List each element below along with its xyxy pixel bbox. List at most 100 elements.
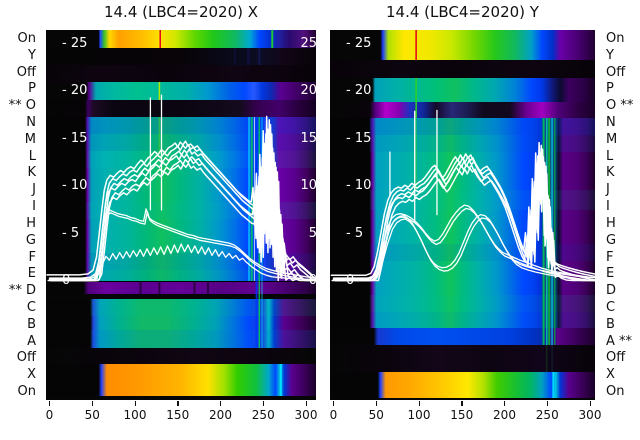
row-label-text: Y — [28, 47, 36, 63]
row-label-right-18: A ** — [606, 333, 632, 350]
y-tick-label-inside-left: - 25 — [62, 36, 88, 51]
row-label-text: E — [27, 266, 36, 282]
x-tick-label: 100 — [123, 408, 147, 422]
y-tick-label-inside-right: 15 — [300, 130, 316, 146]
x-tick-mark — [220, 401, 222, 406]
heatmap-canvas-y — [330, 30, 595, 400]
row-label-left-3: P — [28, 80, 36, 97]
y-tick-label-inside-left: - 15 — [62, 130, 88, 146]
row-label-left-18: A — [27, 333, 36, 350]
row-label-text: B — [27, 316, 36, 332]
x-tick-mark — [262, 401, 265, 406]
row-label-text: I — [32, 199, 36, 215]
row-label-right-19: Off — [606, 349, 625, 366]
row-label-left-9: J — [32, 181, 36, 198]
row-label-left-14: E — [28, 265, 36, 282]
x-tick-mark — [589, 401, 591, 406]
flag-marker: ** — [620, 98, 634, 114]
row-label-text: P — [28, 81, 36, 97]
row-label-right-3: P — [606, 80, 614, 97]
x-tick-label: 50 — [84, 408, 100, 422]
row-label-right-4: O ** — [606, 97, 633, 114]
row-label-right-14: E — [606, 265, 614, 282]
row-label-text: Off — [606, 64, 626, 80]
heatmap-panel-x: - 25 25 - 20 20 - 15 15 - 10 10 - 5 5 0 0 — [46, 30, 316, 400]
x-tick-label: 0 — [45, 408, 54, 422]
row-label-left-17: B — [27, 316, 36, 333]
row-label-left-6: M — [25, 131, 36, 148]
row-label-right-0: On — [606, 30, 624, 47]
y-tick-label-inside-left: - 5 — [346, 225, 364, 241]
row-label-text: A — [606, 333, 615, 349]
y-tick-label-inside-right: 10 — [300, 178, 316, 194]
row-label-right-7: L — [606, 148, 613, 165]
x-tick-label: 250 — [251, 408, 275, 422]
row-label-text: I — [606, 199, 610, 215]
row-label-text: H — [606, 215, 616, 231]
x-tick-label: 150 — [450, 408, 474, 422]
row-label-left-4: ** O — [9, 97, 36, 114]
heatmap-panel-y: - 25 - 20 - 15 - 10 - 5 0 — [330, 30, 595, 400]
row-label-right-12: G — [606, 232, 616, 249]
row-label-right-5: N — [606, 114, 616, 131]
y-tick-label-inside-right: 5 — [308, 225, 316, 241]
flag-marker: ** — [8, 98, 22, 114]
y-tick-label-inside-left: - 5 — [62, 225, 80, 241]
row-label-text: C — [606, 300, 616, 315]
y-tick-label-inside-left: - 15 — [346, 130, 372, 146]
y-tick-label-inside-left: - 20 — [346, 83, 372, 99]
row-label-right-21: On — [606, 383, 624, 400]
x-tick-mark — [504, 401, 506, 406]
x-tick-label: 0 — [329, 408, 338, 422]
x-tick-mark — [305, 401, 307, 406]
row-label-text: K — [27, 165, 36, 181]
flag-marker: ** — [8, 283, 22, 299]
row-label-text: Y — [606, 47, 614, 63]
x-tick-label: 200 — [209, 408, 232, 422]
row-label-right-17: B — [606, 316, 615, 333]
row-label-text: J — [32, 182, 36, 198]
row-label-left-16: C — [27, 299, 36, 316]
row-label-right-9: J — [606, 181, 610, 198]
row-label-text: P — [606, 81, 614, 97]
y-tick-label-inside-left: - 10 — [346, 178, 372, 194]
x-tick-mark — [134, 401, 136, 406]
row-label-text: L — [606, 148, 614, 164]
row-label-right-1: Y — [606, 47, 614, 64]
x-tick-mark — [546, 401, 549, 406]
x-tick-mark — [375, 401, 378, 406]
row-label-right-11: H — [606, 215, 616, 232]
row-label-text: B — [606, 316, 615, 332]
x-tick-label: 250 — [535, 408, 559, 422]
row-label-left-2: Off — [17, 64, 36, 81]
heatmap-canvas-x — [46, 30, 316, 400]
row-labels-left: On Y Off P ** O N M L K J I H G F E ** D C B A Off X On — [0, 0, 38, 440]
x-tick-label: 200 — [493, 408, 516, 422]
row-label-text: On — [606, 30, 625, 46]
row-label-text: Off — [16, 64, 36, 80]
row-label-text: A — [27, 333, 36, 349]
row-label-text: O — [606, 98, 617, 114]
y-tick-label-inside-left: - 10 — [62, 178, 88, 194]
row-label-right-20: X — [606, 366, 615, 383]
row-label-left-15: ** D — [9, 282, 36, 299]
row-label-text: C — [26, 300, 36, 315]
row-label-left-13: F — [29, 249, 36, 266]
row-label-right-16: C — [606, 299, 615, 316]
row-label-text: M — [24, 131, 36, 147]
row-label-text: X — [606, 367, 615, 383]
flag-marker: ** — [619, 333, 633, 349]
row-label-text: G — [25, 232, 36, 248]
row-label-right-15: D — [606, 282, 616, 299]
row-label-text: D — [606, 283, 617, 299]
x-tick-mark — [333, 401, 335, 406]
row-label-left-7: L — [29, 148, 36, 165]
row-label-right-8: K — [606, 164, 615, 181]
y-tick-label-inside-right: 25 — [300, 36, 316, 51]
row-label-right-6: M — [606, 131, 617, 148]
x-tick-mark — [91, 401, 94, 406]
y-tick-label-inside-left: 0 — [62, 273, 71, 288]
row-label-left-0: On — [18, 30, 36, 47]
row-label-left-19: Off — [17, 349, 36, 366]
